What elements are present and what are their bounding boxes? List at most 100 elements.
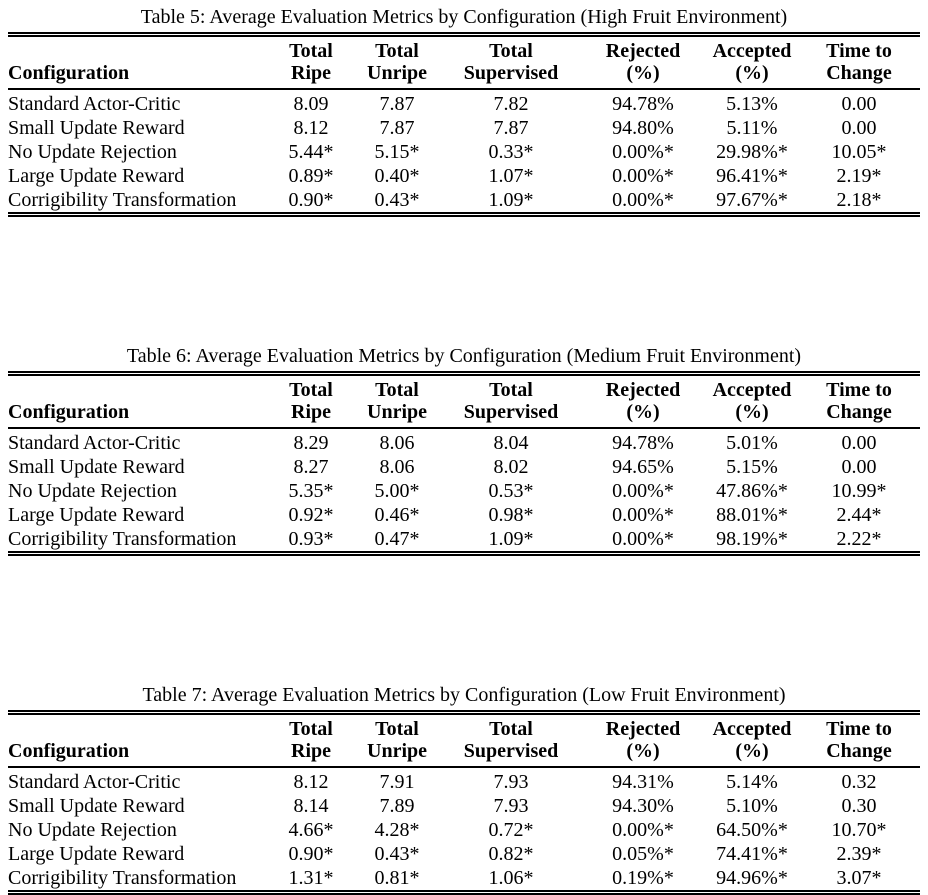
value-cell-time-to-change: 2.19*: [836, 165, 882, 187]
column-header-line2: Configuration: [8, 401, 130, 423]
value-cell-time-to-change: 2.18*: [836, 189, 882, 211]
configuration-cell: Large Update Reward: [8, 843, 185, 865]
value-cell-total-supervised: 7.93: [493, 795, 529, 817]
value-cell-time-to-change: 0.30: [841, 795, 877, 817]
table-row: Corrigibility Transformation 1.31* 0.81* 1.…: [8, 866, 920, 893]
value-cell-accepted-pct: 5.15%: [726, 456, 778, 478]
value-cell-total-supervised: 7.87: [493, 117, 529, 139]
column-header-total-supervised: Total Supervised: [442, 373, 580, 429]
configuration-cell: Corrigibility Transformation: [8, 867, 237, 889]
table-6: Configuration Total Ripe Total Unripe Total Su…: [8, 371, 920, 556]
value-cell-total-supervised: 8.04: [493, 432, 529, 454]
value-cell-accepted-pct: 5.10%: [726, 795, 778, 817]
column-header-accepted-pct: Accepted (%): [706, 373, 798, 429]
value-cell-total-supervised: 7.82: [493, 93, 529, 115]
column-header-total-supervised: Total Supervised: [442, 712, 580, 768]
value-cell-total-unripe: 0.43*: [374, 843, 420, 865]
column-header-line2: (%): [735, 62, 769, 84]
value-cell-rejected-pct: 94.80%: [612, 117, 674, 139]
value-cell-accepted-pct: 5.14%: [726, 771, 778, 793]
value-cell-accepted-pct: 96.41%*: [716, 165, 788, 187]
value-cell-total-unripe: 7.89: [379, 795, 415, 817]
value-cell-rejected-pct: 94.31%: [612, 771, 674, 793]
value-cell-time-to-change: 2.39*: [836, 843, 882, 865]
column-header-configuration: Configuration: [8, 34, 270, 90]
value-cell-total-ripe: 8.29: [293, 432, 329, 454]
value-cell-time-to-change: 0.00: [841, 432, 877, 454]
value-cell-time-to-change: 0.32: [841, 771, 877, 793]
value-cell-total-ripe: 8.27: [293, 456, 329, 478]
configuration-cell: Small Update Reward: [8, 117, 185, 139]
column-header-line1: Total: [289, 40, 333, 62]
value-cell-rejected-pct: 0.00%*: [612, 480, 674, 502]
configuration-cell: Large Update Reward: [8, 165, 185, 187]
value-cell-accepted-pct: 88.01%*: [716, 504, 788, 526]
table-row: Corrigibility Transformation 0.93* 0.47* 1.…: [8, 527, 920, 554]
value-cell-total-unripe: 0.40*: [374, 165, 420, 187]
column-header-total-ripe: Total Ripe: [270, 34, 352, 90]
column-header-line2: Ripe: [291, 401, 331, 423]
value-cell-accepted-pct: 5.11%: [726, 117, 778, 139]
value-cell-total-ripe: 0.93*: [288, 528, 334, 550]
configuration-cell: Large Update Reward: [8, 504, 185, 526]
table-row: No Update Rejection 4.66* 4.28* 0.72* 0.00%*…: [8, 818, 920, 842]
column-header-time-to-change: Time to Change: [798, 373, 920, 429]
value-cell-total-unripe: 7.87: [379, 93, 415, 115]
table-6-body: Standard Actor-Critic 8.29 8.06 8.04 94.78% 5…: [8, 428, 920, 554]
column-header-line1: Time to: [826, 379, 892, 401]
column-header-line2: (%): [626, 740, 660, 762]
column-header-total-unripe: Total Unripe: [352, 712, 442, 768]
column-header-line2: Unripe: [367, 401, 427, 423]
column-header-line1: Time to: [826, 718, 892, 740]
table-row: Small Update Reward 8.12 7.87 7.87 94.80% 5.1…: [8, 116, 920, 140]
value-cell-rejected-pct: 94.30%: [612, 795, 674, 817]
value-cell-total-ripe: 8.14: [293, 795, 329, 817]
value-cell-accepted-pct: 94.96%*: [716, 867, 788, 889]
value-cell-total-supervised: 0.53*: [488, 480, 534, 502]
value-cell-total-unripe: 0.46*: [374, 504, 420, 526]
column-header-total-unripe: Total Unripe: [352, 373, 442, 429]
configuration-cell: Small Update Reward: [8, 795, 185, 817]
value-cell-rejected-pct: 0.19%*: [612, 867, 674, 889]
value-cell-total-unripe: 8.06: [379, 432, 415, 454]
value-cell-total-unripe: 7.91: [379, 771, 415, 793]
column-header-line2: Change: [826, 740, 892, 762]
table-row: Large Update Reward 0.92* 0.46* 0.98* 0.00%*…: [8, 503, 920, 527]
value-cell-accepted-pct: 64.50%*: [716, 819, 788, 841]
column-header-line1: Rejected: [605, 40, 681, 62]
column-header-line2: Unripe: [367, 62, 427, 84]
table-7-body: Standard Actor-Critic 8.12 7.91 7.93 94.31% 5…: [8, 767, 920, 893]
column-header-line2: Change: [826, 401, 892, 423]
value-cell-total-supervised: 0.98*: [488, 504, 534, 526]
value-cell-rejected-pct: 94.65%: [612, 456, 674, 478]
value-cell-rejected-pct: 0.00%*: [612, 528, 674, 550]
configuration-cell: Standard Actor-Critic: [8, 93, 181, 115]
table-row: Large Update Reward 0.90* 0.43* 0.82* 0.05%*…: [8, 842, 920, 866]
value-cell-rejected-pct: 0.00%*: [612, 189, 674, 211]
column-header-configuration: Configuration: [8, 712, 270, 768]
column-header-line2: Change: [826, 62, 892, 84]
value-cell-time-to-change: 10.05*: [831, 141, 887, 163]
value-cell-time-to-change: 0.00: [841, 456, 877, 478]
value-cell-total-ripe: 1.31*: [288, 867, 334, 889]
column-header-line2: Ripe: [291, 62, 331, 84]
header-row: Configuration Total Ripe Total Unripe Total Su…: [8, 373, 920, 429]
configuration-cell: No Update Rejection: [8, 480, 177, 502]
configuration-cell: No Update Rejection: [8, 141, 177, 163]
column-header-line2: (%): [735, 401, 769, 423]
value-cell-time-to-change: 0.00: [841, 93, 877, 115]
value-cell-rejected-pct: 0.00%*: [612, 165, 674, 187]
value-cell-accepted-pct: 29.98%*: [716, 141, 788, 163]
column-header-total-ripe: Total Ripe: [270, 712, 352, 768]
column-header-rejected-pct: Rejected (%): [580, 34, 706, 90]
column-header-line2: Configuration: [8, 62, 130, 84]
value-cell-total-ripe: 0.90*: [288, 189, 334, 211]
column-header-line1: Total: [375, 718, 419, 740]
value-cell-total-ripe: 8.12: [293, 117, 329, 139]
column-header-line1: Total: [289, 379, 333, 401]
value-cell-total-supervised: 0.72*: [488, 819, 534, 841]
value-cell-total-ripe: 5.35*: [288, 480, 334, 502]
table-6-caption: Table 6: Average Evaluation Metrics by C…: [126, 345, 802, 367]
configuration-cell: Corrigibility Transformation: [8, 189, 237, 211]
value-cell-total-supervised: 0.82*: [488, 843, 534, 865]
